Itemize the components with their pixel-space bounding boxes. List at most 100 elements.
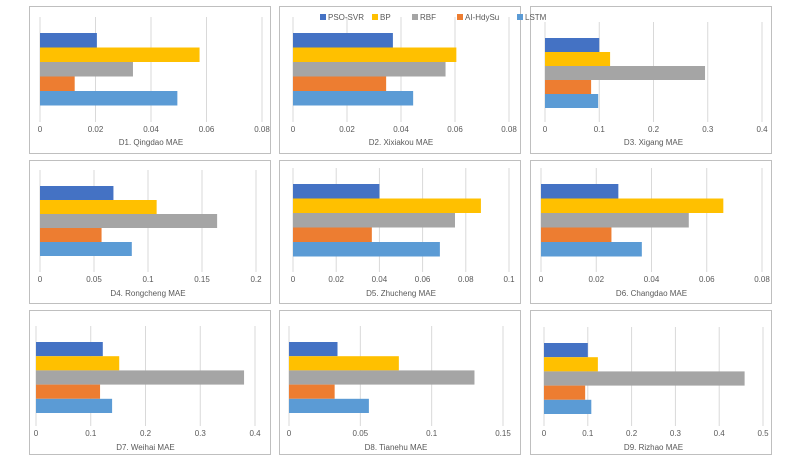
bar-pso-svr: [293, 184, 380, 199]
chart-panel-6: 0 0.02 0.04 0.06 0.08 D6. Changdao MAE: [530, 160, 772, 304]
chart-title: D2. Xixiakou MAE: [369, 138, 433, 147]
bar-bp: [293, 47, 457, 62]
bar-lstm: [289, 398, 369, 413]
chart-title: D9. Rizhao MAE: [624, 443, 683, 452]
legend-label: LSTM: [525, 13, 547, 22]
bar-pso-svr: [541, 184, 619, 199]
x-tick-label: 0.15: [194, 275, 210, 284]
x-tick-label: 0.08: [458, 275, 474, 284]
x-tick-label: 0.2: [648, 125, 660, 134]
bar-lstm: [545, 94, 599, 108]
legend-swatch: [412, 14, 418, 20]
bar-pso-svr: [40, 33, 97, 48]
bar-bp: [545, 52, 611, 66]
x-tick-label: 0: [539, 275, 544, 284]
bar-rbf: [289, 370, 475, 385]
bar-bp: [293, 198, 481, 213]
chart-panel-5: 0 0.02 0.04 0.06 0.08 0.1 D5. Zhucheng MAE: [279, 160, 521, 304]
legend-label: BP: [380, 13, 391, 22]
bar-pso-svr: [293, 33, 393, 48]
x-tick-label: 0.1: [582, 429, 594, 438]
x-tick-label: 0.08: [501, 125, 517, 134]
x-tick-label: 0.04: [393, 125, 409, 134]
x-tick-label: 0.3: [670, 429, 682, 438]
bar-ai-hdysu: [40, 76, 75, 91]
bar-bp: [289, 356, 399, 371]
legend-swatch: [457, 14, 463, 20]
bar-pso-svr: [545, 38, 600, 52]
bar-pso-svr: [36, 342, 103, 357]
x-tick-label: 0.1: [503, 275, 515, 284]
x-tick-label: 0.08: [754, 275, 770, 284]
x-tick-label: 0.4: [756, 125, 768, 134]
bar-pso-svr: [544, 343, 588, 358]
bar-rbf: [293, 213, 455, 228]
legend-swatch: [372, 14, 378, 20]
legend: PSO-SVR BP RBF AI-HdySu LSTM: [320, 13, 547, 22]
bar-bp: [36, 356, 120, 371]
x-tick-label: 0.02: [339, 125, 355, 134]
bar-pso-svr: [289, 342, 338, 357]
x-tick-label: 0: [38, 125, 43, 134]
x-tick-label: 0.04: [372, 275, 388, 284]
x-tick-label: 0.04: [644, 275, 660, 284]
x-tick-label: 0.5: [757, 429, 769, 438]
bar-rbf: [544, 371, 745, 386]
bar-rbf: [545, 66, 706, 80]
bar-rbf: [40, 62, 133, 77]
bar-lstm: [40, 242, 132, 256]
chart-title: D4. Rongcheng MAE: [110, 289, 185, 298]
chart-title: D1. Qingdao MAE: [119, 138, 183, 147]
chart-title: D3. Xigang MAE: [624, 138, 683, 147]
x-tick-label: 0.06: [447, 125, 463, 134]
x-tick-label: 0: [291, 125, 296, 134]
bar-lstm: [293, 91, 414, 106]
x-tick-label: 0.02: [328, 275, 344, 284]
chart-panel-2: 0 0.02 0.04 0.06 0.08 D2. Xixiakou MAE: [279, 6, 521, 154]
chart-panel-4: 0 0.05 0.1 0.15 0.2 D4. Rongcheng MAE: [29, 160, 271, 304]
bar-ai-hdysu: [541, 227, 612, 242]
x-tick-label: 0: [287, 429, 292, 438]
bar-rbf: [36, 370, 245, 385]
bar-rbf: [293, 62, 446, 77]
chart-panel-3: 0 0.1 0.2 0.3 0.4 D3. Xigang MAE: [530, 6, 772, 154]
chart-panel-9: 0 0.1 0.2 0.3 0.4 0.5 D9. Rizhao MAE: [530, 310, 772, 455]
x-tick-label: 0.4: [249, 429, 261, 438]
x-tick-label: 0.1: [426, 429, 438, 438]
x-tick-label: 0.3: [195, 429, 207, 438]
bar-lstm: [36, 398, 113, 413]
x-tick-label: 0.2: [626, 429, 638, 438]
legend-swatch: [517, 14, 523, 20]
chart-panel-1: 0 0.02 0.04 0.06 0.08 D1. Qingdao MAE: [29, 6, 271, 154]
bar-bp: [40, 47, 200, 62]
x-tick-label: 0.04: [143, 125, 159, 134]
x-tick-label: 0: [34, 429, 39, 438]
bar-rbf: [40, 214, 218, 228]
bar-lstm: [541, 242, 642, 257]
x-tick-label: 0.06: [699, 275, 715, 284]
x-tick-label: 0: [38, 275, 43, 284]
x-tick-label: 0.02: [88, 125, 104, 134]
chart-title: D7. Weihai MAE: [116, 443, 175, 452]
x-tick-label: 0: [542, 429, 547, 438]
x-tick-label: 0.05: [86, 275, 102, 284]
bar-bp: [544, 357, 598, 372]
x-tick-label: 0.3: [702, 125, 714, 134]
legend-label: AI-HdySu: [465, 13, 499, 22]
bar-rbf: [541, 213, 689, 228]
x-tick-label: 0.1: [594, 125, 606, 134]
bar-ai-hdysu: [40, 228, 102, 242]
bar-bp: [541, 198, 724, 213]
bar-ai-hdysu: [293, 76, 387, 91]
bar-bp: [40, 200, 157, 214]
x-tick-label: 0.06: [199, 125, 215, 134]
legend-label: PSO-SVR: [328, 13, 364, 22]
chart-title: D6. Changdao MAE: [616, 289, 687, 298]
x-tick-label: 0.06: [415, 275, 431, 284]
chart-panel-7: 0 0.1 0.2 0.3 0.4 D7. Weihai MAE: [29, 310, 271, 455]
x-tick-label: 0.4: [714, 429, 726, 438]
bar-lstm: [544, 399, 592, 414]
x-tick-label: 0.05: [353, 429, 369, 438]
x-tick-label: 0.2: [140, 429, 152, 438]
